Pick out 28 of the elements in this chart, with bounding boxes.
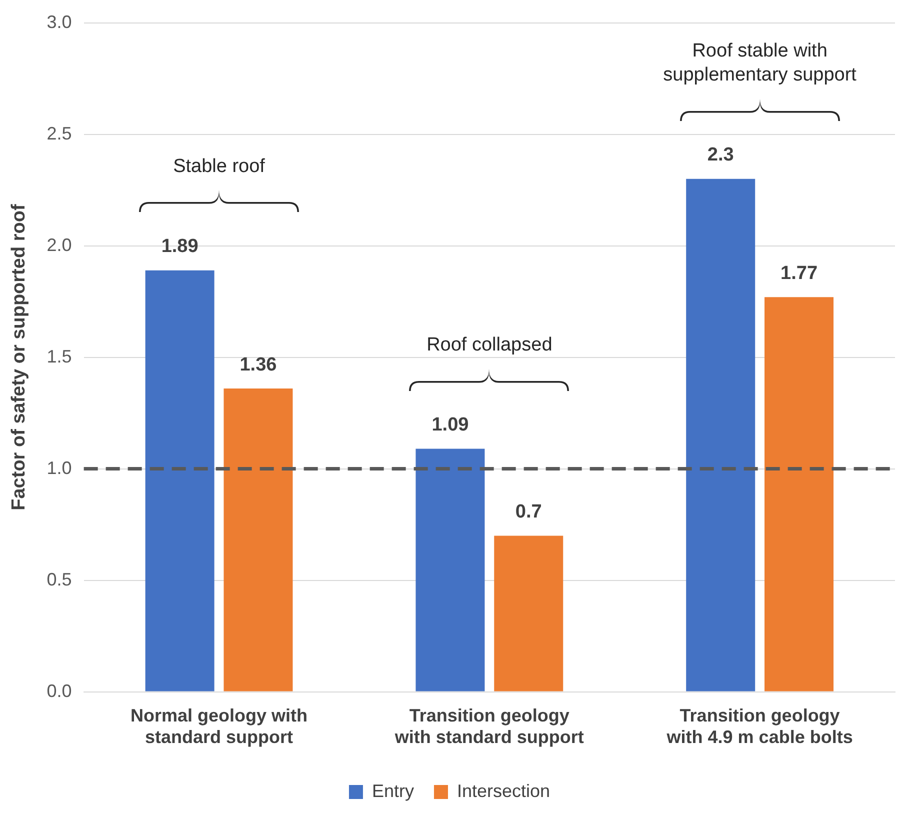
y-tick-label: 2.0 — [46, 234, 72, 255]
y-tick-label: 0.0 — [46, 680, 72, 701]
bar — [224, 388, 293, 692]
annotation: Roof stable with supplementary support — [663, 40, 858, 86]
data-label: 1.89 — [161, 236, 198, 258]
y-tick-label: 2.5 — [46, 123, 72, 144]
y-tick-label: 0.5 — [46, 569, 72, 590]
legend-label: Entry — [372, 780, 414, 801]
x-tick-label: Normal geology with standard support — [130, 706, 308, 748]
y-axis-title: Factor of safety or supported roof — [8, 204, 30, 510]
data-label: 1.36 — [240, 354, 277, 376]
data-label: 1.09 — [432, 414, 469, 436]
annotation: Roof collapsed — [426, 334, 552, 356]
y-tick-label: 3.0 — [46, 12, 72, 32]
data-label: 1.77 — [780, 262, 818, 284]
bar — [145, 270, 214, 692]
data-label: 0.7 — [515, 501, 542, 522]
bar — [764, 297, 834, 692]
y-tick-label: 1.5 — [46, 346, 72, 366]
data-label: 2.3 — [707, 144, 734, 166]
x-tick-label: Transition geology with 4.9 m cable bolts — [666, 706, 853, 748]
x-tick-label: Transition geology with standard support — [394, 706, 584, 748]
bar — [686, 178, 756, 692]
legend-label: Intersection — [456, 780, 550, 801]
annotation: Stable roof — [173, 156, 266, 178]
y-tick-label: 1.0 — [46, 458, 72, 478]
bar — [494, 536, 564, 692]
bar — [416, 448, 485, 692]
